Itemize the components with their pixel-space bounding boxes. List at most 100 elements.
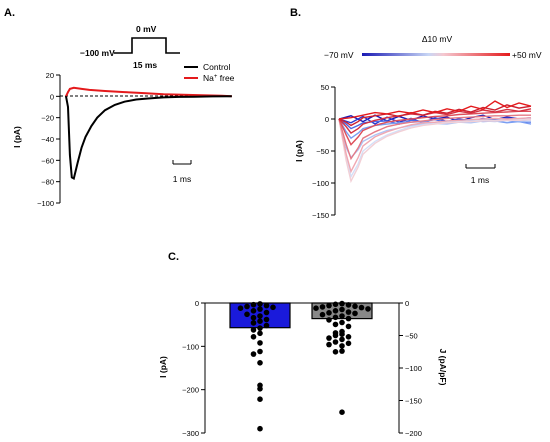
data-point: [352, 303, 358, 310]
panel-c-left-tick-label: 0: [195, 299, 199, 308]
panel-b-y-tick-label: −50: [316, 147, 329, 156]
legend-na-rest: free: [217, 73, 234, 83]
data-point: [263, 302, 270, 309]
data-point: [339, 300, 345, 307]
data-point: [237, 305, 244, 312]
data-point: [257, 386, 263, 392]
panel-b-ylabel: I (pA): [294, 140, 304, 162]
data-point: [352, 310, 358, 317]
data-point: [250, 320, 257, 326]
data-point: [365, 306, 371, 312]
trace-0-mV-mv: [338, 117, 532, 174]
data-point: [345, 309, 352, 315]
panel-c-right-tick-label: −150: [405, 397, 422, 406]
panel-b-y-tick-label: 50: [321, 83, 329, 92]
panel-a-y-tick-label: −20: [41, 114, 54, 123]
panel-a-y-tick-label: −100: [37, 199, 54, 208]
data-point: [326, 335, 332, 341]
legend-control-label: Control: [203, 62, 231, 72]
protocol-duration-label: 15 ms: [133, 60, 157, 70]
data-point: [257, 330, 263, 337]
trace-control: [65, 95, 232, 181]
panel-a-y-axis: 20 0 −20 −40 −60 −80 −100: [37, 71, 61, 208]
panel-a-ylabel: I (pA): [12, 126, 22, 148]
data-point: [339, 409, 345, 416]
panel-c-ylabel-right: J (pA/pF): [438, 349, 448, 386]
panel-b-y-tick-label: −150: [312, 211, 329, 220]
panel-c-left-tick-label: −100: [182, 342, 199, 351]
data-point: [319, 304, 326, 310]
data-point: [332, 301, 339, 308]
data-point: [250, 301, 257, 308]
voltage-scale-high-label: +50 mV: [512, 50, 542, 60]
trace-10-mV-mv: [338, 118, 532, 184]
data-point: [257, 313, 263, 319]
panel-a-y-tick-label: 20: [46, 71, 54, 80]
data-point: [257, 325, 263, 331]
data-point: [339, 306, 345, 313]
data-point: [263, 316, 270, 323]
legend-na-base: Na: [203, 73, 214, 83]
data-point: [332, 349, 339, 355]
panel-c-ylabel-left: I (pA): [158, 356, 168, 378]
data-point: [339, 343, 345, 349]
data-point: [250, 314, 257, 321]
legend-a: Control Na+ free: [184, 62, 235, 83]
panel-c-right-axis: 0 −50 −100 −150 −200: [398, 299, 422, 438]
protocol-trace: [114, 37, 180, 54]
data-point: [257, 306, 263, 312]
legend-na-free-label: Na+ free: [203, 73, 235, 83]
voltage-step-label: Δ10 mV: [422, 34, 453, 44]
data-point: [332, 339, 339, 345]
trace-40-mV-mv: [338, 104, 532, 127]
panel-c-left-tick-label: −300: [182, 429, 199, 438]
data-point: [332, 314, 339, 321]
data-point: [339, 319, 345, 326]
data-point: [319, 311, 326, 318]
panel-c-right-tick-label: −100: [405, 364, 422, 373]
data-point: [326, 302, 332, 309]
data-point: [345, 323, 352, 330]
data-point: [326, 317, 332, 323]
data-point: [358, 304, 365, 311]
data-point: [250, 334, 257, 340]
data-point: [332, 308, 339, 314]
voltage-protocol: −100 mV 0 mV 15 ms: [80, 24, 180, 70]
panel-c-right-tick-label: 0: [405, 299, 409, 308]
panel-c-label: C.: [168, 251, 179, 263]
data-point: [345, 315, 352, 322]
panel-b-y-tick-label: 0: [325, 115, 329, 124]
panel-a-scalebar-label: 1 ms: [173, 174, 191, 184]
protocol-step-label: 0 mV: [136, 24, 157, 34]
voltage-scale-low-label: −70 mV: [324, 50, 354, 60]
trace-50-mV-mv: [338, 100, 532, 120]
data-point: [326, 310, 332, 316]
data-point: [244, 303, 250, 310]
data-point: [326, 341, 332, 348]
data-point: [345, 340, 352, 347]
data-point: [257, 425, 263, 432]
data-point: [332, 321, 339, 328]
data-point: [250, 327, 257, 333]
data-point: [257, 301, 263, 307]
legend-na-sup: +: [214, 74, 218, 80]
data-point: [263, 322, 270, 329]
panel-c-right-tick-label: −200: [405, 429, 422, 438]
panel-c-left-tick-label: −200: [182, 386, 199, 395]
panel-b-scalebar-label: 1 ms: [471, 175, 489, 185]
data-point: [250, 351, 257, 357]
data-point: [257, 318, 263, 325]
panel-a: A. −100 mV 0 mV 15 ms Control Na+ free 2…: [4, 7, 235, 208]
panel-a-traces: [65, 86, 232, 181]
voltage-color-scale: [362, 53, 510, 56]
data-point: [270, 304, 276, 311]
panel-b: B. Δ10 mV −70 mV +50 mV 50 0 −50 −100 −150 I…: [290, 7, 542, 220]
data-point: [257, 396, 263, 403]
data-point: [345, 302, 352, 308]
panel-a-y-tick-label: −60: [41, 156, 54, 165]
data-point: [257, 348, 263, 355]
panel-c-bars: [229, 300, 373, 432]
panel-c: C. 0 −100 −200 −300 0 −50 −100 −150 −200 I (pA)…: [158, 251, 448, 438]
data-point: [313, 305, 319, 312]
